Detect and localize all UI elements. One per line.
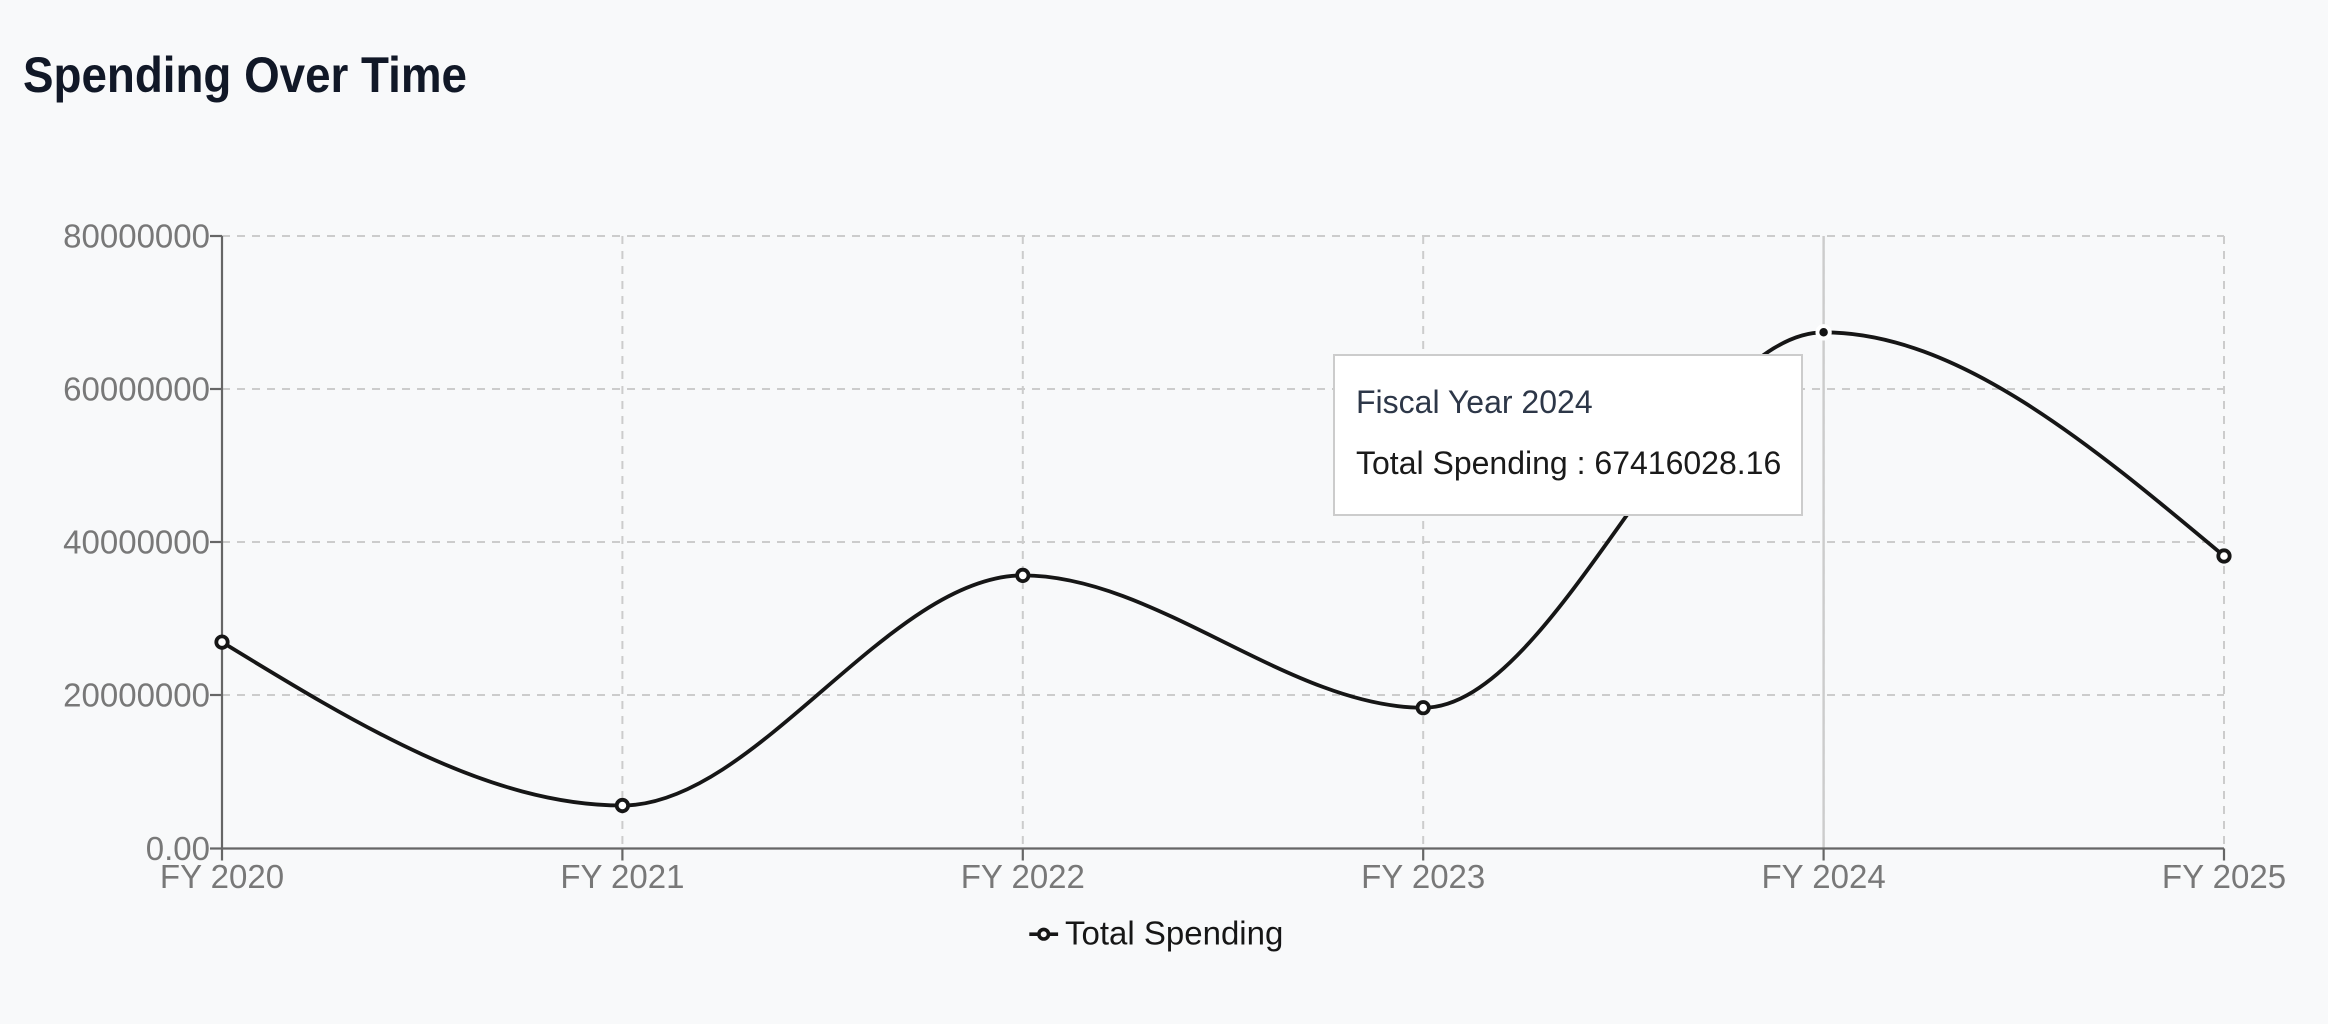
svg-text:FY 2020: FY 2020 bbox=[160, 858, 284, 895]
svg-text:FY 2022: FY 2022 bbox=[961, 858, 1085, 895]
svg-text:Fiscal Year 2024: Fiscal Year 2024 bbox=[1356, 384, 1593, 420]
svg-text:Total Spending: Total Spending bbox=[1065, 915, 1283, 952]
svg-text:FY 2023: FY 2023 bbox=[1361, 858, 1485, 895]
svg-text:FY 2025: FY 2025 bbox=[2162, 858, 2286, 895]
svg-text:Spending Over Time: Spending Over Time bbox=[23, 47, 467, 103]
svg-text:40000000: 40000000 bbox=[63, 524, 210, 561]
svg-text:FY 2021: FY 2021 bbox=[560, 858, 684, 895]
svg-text:60000000: 60000000 bbox=[63, 371, 210, 408]
svg-text:FY 2024: FY 2024 bbox=[1762, 858, 1886, 895]
svg-text:Total Spending : 67416028.16: Total Spending : 67416028.16 bbox=[1356, 445, 1781, 481]
svg-text:0.00: 0.00 bbox=[146, 830, 210, 867]
svg-text:20000000: 20000000 bbox=[63, 677, 210, 714]
svg-text:80000000: 80000000 bbox=[63, 218, 210, 255]
